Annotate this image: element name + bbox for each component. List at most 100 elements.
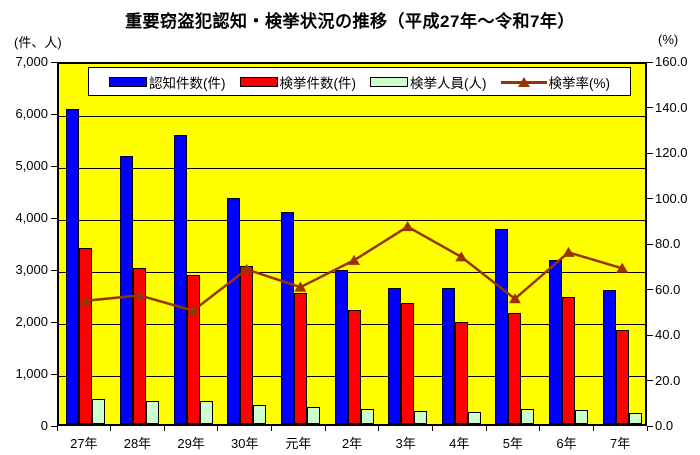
y-axis-right-tick <box>647 152 653 154</box>
bar-arrested-persons <box>467 412 481 424</box>
gridline <box>59 219 645 221</box>
clearance-rate-marker <box>562 246 575 257</box>
x-axis-tick <box>324 426 326 431</box>
bar-cleared-cases <box>562 297 576 424</box>
y-axis-left-tick <box>51 113 57 115</box>
clearance-rate-marker <box>401 221 414 232</box>
bar-reported-cases <box>119 156 133 424</box>
bar-arrested-persons <box>92 399 106 424</box>
y-axis-left-tick-label: 6,000 <box>15 106 48 121</box>
y-axis-right-tick-label: 140.0 <box>655 99 688 115</box>
y-axis-left-tick-label: 3,000 <box>15 262 48 277</box>
x-axis-tick <box>539 426 541 431</box>
bar-reported-cases <box>173 134 187 424</box>
bar-cleared-cases <box>186 274 200 424</box>
x-axis-tick <box>646 426 648 431</box>
legend-label: 検挙率(%) <box>548 75 611 91</box>
bar-reported-cases <box>388 287 402 424</box>
bar-reported-cases <box>602 289 616 424</box>
x-axis-category-label: 6年 <box>556 436 577 451</box>
bar-cleared-cases <box>240 266 254 424</box>
y-axis-left-tick-label: 1,000 <box>15 366 48 381</box>
gridline <box>59 115 645 117</box>
clearance-rate-marker <box>455 251 468 262</box>
legend-label: 検挙件数(件) <box>279 75 357 91</box>
y-axis-left-tick <box>51 61 57 63</box>
x-axis-tick <box>592 426 594 431</box>
bar-reported-cases <box>227 197 241 424</box>
x-axis-tick <box>378 426 380 431</box>
bar-reported-cases <box>441 287 455 424</box>
bar-cleared-cases <box>508 313 522 424</box>
y-axis-right-tick <box>647 380 653 381</box>
plot-area <box>57 62 647 426</box>
y-axis-left-tick-label: 5,000 <box>15 158 48 173</box>
bar-cleared-cases <box>132 268 146 424</box>
x-axis-tick <box>217 426 219 431</box>
left-axis-unit-label: (件、人) <box>14 35 62 50</box>
legend-item: 検挙件数(件) <box>239 72 357 92</box>
x-axis-category-label: 3年 <box>395 436 416 451</box>
y-axis-left-tick-label: 7,000 <box>15 54 48 69</box>
legend-label: 認知件数(件) <box>149 75 226 91</box>
bar-arrested-persons <box>145 400 159 424</box>
x-axis-category-label: 30年 <box>230 436 259 451</box>
bar-arrested-persons <box>360 408 374 424</box>
legend-bar-swatch <box>109 76 147 87</box>
bar-cleared-cases <box>347 310 361 424</box>
y-axis-left-tick <box>51 321 57 323</box>
y-axis-right-tick <box>647 198 653 199</box>
legend: 認知件数(件) 検挙件数(件) 検挙人員(人) 検挙率(%) <box>88 67 631 96</box>
legend-item: 検挙率(%) <box>500 72 611 92</box>
x-axis-tick <box>431 426 433 431</box>
x-axis-category-label: 27年 <box>70 436 98 451</box>
y-axis-left-tick <box>51 373 57 375</box>
clearance-rate-marker <box>348 254 360 265</box>
y-axis-right-tick-label: 40.0 <box>655 327 681 342</box>
bar-reported-cases <box>280 212 294 424</box>
bar-arrested-persons <box>253 405 267 424</box>
bar-reported-cases <box>495 229 509 424</box>
bar-cleared-cases <box>293 292 307 424</box>
x-axis-category-label: 7年 <box>610 436 631 451</box>
y-axis-right-tick <box>647 61 653 63</box>
y-axis-right-tick-label: 0.0 <box>655 418 674 433</box>
legend-item: 認知件数(件) <box>109 72 226 92</box>
legend-item: 検挙人員(人) <box>370 72 487 92</box>
y-axis-left-tick-label: 2,000 <box>15 314 48 329</box>
legend-line-swatch <box>500 76 547 88</box>
y-axis-right-tick <box>647 289 653 290</box>
bar-cleared-cases <box>401 303 415 424</box>
bar-arrested-persons <box>628 413 642 424</box>
y-axis-left-tick <box>51 425 57 427</box>
y-axis-right-tick <box>647 243 653 245</box>
y-axis-right-tick-label: 80.0 <box>655 236 681 251</box>
y-axis-right-tick <box>647 107 653 108</box>
x-axis-category-label: 5年 <box>502 436 524 451</box>
bar-cleared-cases <box>615 329 629 424</box>
x-axis-category-label: 28年 <box>123 436 152 451</box>
x-axis-tick <box>485 426 487 431</box>
bar-arrested-persons <box>521 408 535 424</box>
y-axis-right-tick <box>647 425 653 427</box>
y-axis-right-tick-label: 160.0 <box>655 54 688 69</box>
y-axis-right-tick-label: 120.0 <box>655 145 688 160</box>
bar-cleared-cases <box>79 248 93 424</box>
y-axis-right-tick <box>647 334 653 336</box>
legend-bar-swatch <box>239 76 278 87</box>
x-axis-tick <box>56 426 58 431</box>
legend-triangle-marker-icon <box>517 76 530 87</box>
bar-cleared-cases <box>454 321 468 424</box>
bar-arrested-persons <box>199 401 213 424</box>
x-axis-category-label: 29年 <box>177 436 205 451</box>
x-axis-category-label: 4年 <box>449 436 470 451</box>
legend-label: 検挙人員(人) <box>410 75 487 91</box>
y-axis-left-tick-label: 0 <box>40 418 48 433</box>
bar-reported-cases <box>549 259 563 424</box>
gridline <box>59 167 645 169</box>
clearance-rate-marker <box>294 281 307 292</box>
bar-reported-cases <box>66 109 80 424</box>
bar-arrested-persons <box>306 406 320 424</box>
y-axis-right-tick-label: 100.0 <box>655 190 688 206</box>
